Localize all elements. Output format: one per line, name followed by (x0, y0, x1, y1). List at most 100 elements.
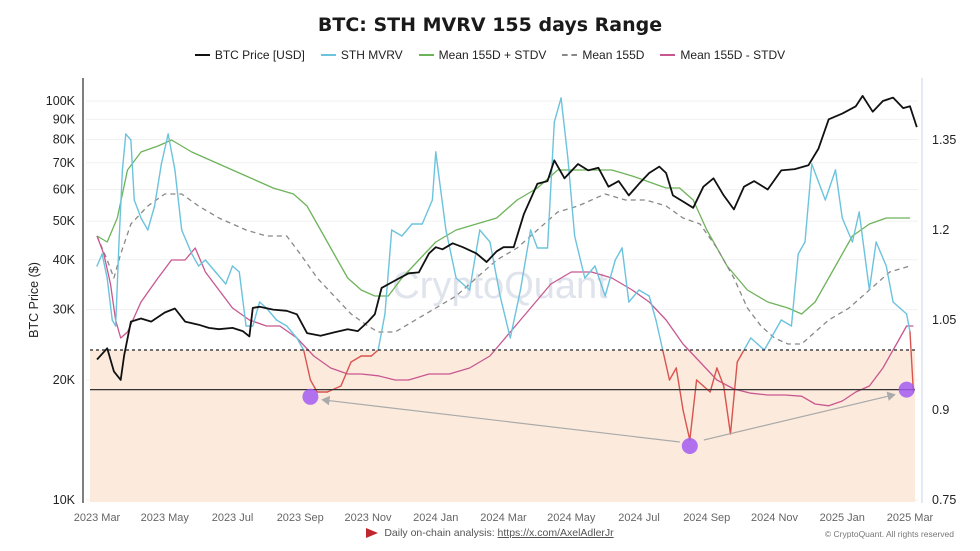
mvrv-segment (770, 319, 782, 339)
mvrv-segment (682, 409, 691, 441)
chart-title: BTC: STH MVRV 155 days Range (317, 14, 663, 36)
mvrv-segment (628, 289, 640, 303)
mvrv-segment (445, 229, 457, 279)
mvrv-segment (763, 337, 772, 351)
mvrv-segment (573, 235, 586, 279)
watermark: CryptoQuant (392, 265, 608, 307)
mvrv-segment (114, 241, 120, 327)
legend-item-upper[interactable]: Mean 155D + STDV (418, 48, 546, 62)
mvrv-segment (638, 289, 650, 297)
x-tick-label: 2023 Nov (344, 512, 392, 524)
mvrv-segment (892, 301, 901, 309)
reference-lines (90, 349, 915, 391)
legend-label: STH MVRV (340, 48, 403, 62)
mvrv-segment (594, 265, 606, 297)
mvrv-segment (546, 121, 556, 249)
mvrv-segment (709, 367, 718, 393)
x-tick-label: 2025 Mar (887, 512, 934, 524)
mvrv-segment (106, 277, 113, 321)
x-tick-label: 2024 May (547, 512, 596, 524)
y-tick-label: 90K (53, 112, 76, 126)
legend-item-lower[interactable]: Mean 155D - STDV (660, 48, 785, 62)
x-tick-label: 2024 Sep (683, 512, 730, 524)
mvrv-segment (265, 307, 278, 321)
mvrv-segment (519, 229, 532, 291)
mvrv-segment (817, 181, 827, 201)
mvrv-segment (191, 253, 200, 267)
y-tick-label: 80K (53, 133, 76, 147)
mvrv-segment (118, 169, 124, 243)
mvrv-segment (468, 229, 481, 291)
mvrv-segment (140, 217, 149, 231)
series-line-lower (96, 235, 914, 407)
legend-item-btc[interactable]: BTC Price [USD] (194, 48, 305, 62)
mvrv-segment (296, 337, 305, 351)
mvrv-segment (197, 259, 207, 267)
legend-swatch (194, 54, 210, 56)
legend-label: Mean 155D - STDV (680, 48, 786, 62)
footer-prefix: Daily on-chain analysis: (384, 527, 498, 539)
legend-item-mean[interactable]: Mean 155D (562, 48, 644, 62)
mvrv-segment (160, 133, 169, 165)
mvrv-segment (489, 241, 501, 297)
arrow (703, 391, 896, 441)
mvrv-segment (756, 343, 766, 351)
mvrv-segment (370, 349, 379, 357)
y2-tick-label: 1.2 (932, 223, 949, 237)
legend-label: BTC Price [USD] (214, 48, 305, 62)
arrows (321, 391, 896, 443)
mvrv-segment (529, 229, 539, 249)
mvrv-segment (214, 271, 227, 285)
arrow (321, 395, 680, 443)
highlight-marker (681, 438, 698, 454)
mvrv-segment (180, 229, 193, 255)
mvrv-segment (604, 259, 616, 297)
mvrv-segment (804, 163, 813, 243)
mvrv-segment (133, 199, 142, 219)
mvrv-segment (567, 157, 576, 237)
x-tick-label: 2025 Jan (820, 512, 865, 524)
mvrv-segment (96, 253, 103, 267)
mvrv-segment (909, 331, 915, 393)
mvrv-segment (302, 349, 312, 381)
legend-swatch (660, 54, 676, 56)
mvrv-segment (252, 301, 261, 327)
y2-tick-label: 1.05 (932, 313, 956, 327)
mvrv-segment (750, 337, 759, 345)
mvrv-segment (722, 385, 732, 435)
mvrv-segment (851, 211, 860, 243)
y2-tick-label: 1.35 (932, 133, 956, 147)
x-tick-label: 2024 Nov (751, 512, 799, 524)
mvrv-segment (435, 151, 447, 231)
legend-swatch (562, 54, 578, 56)
mvrv-segment (350, 355, 362, 363)
mvrv-segment (377, 313, 386, 351)
mvrv-segment (824, 169, 837, 201)
mvrv-segment (560, 97, 569, 159)
mvrv-segment (147, 205, 156, 231)
x-axis-ticks: 2023 Mar 2023 May 2023 Jul 2023 Sep 2023 Nov… (74, 512, 934, 524)
mvrv-segment (729, 361, 738, 435)
legend-swatch (320, 54, 336, 56)
mvrv-segment (125, 133, 132, 141)
x-tick-label: 2024 Mar (480, 512, 527, 524)
y-axis-label: BTC Price ($) (27, 262, 41, 338)
y-tick-label: 70K (53, 156, 76, 170)
mvrv-segment (340, 361, 352, 387)
mvrv-segment (905, 313, 911, 333)
mvrv-segment (662, 349, 671, 381)
mvrv-segment (553, 97, 562, 123)
mvrv-segment (101, 253, 108, 279)
mvrv-segment (479, 229, 491, 243)
series-line-upper (96, 139, 910, 315)
legend: BTC Price [USD] STH MVRV Mean 155D + STDV M… (0, 48, 980, 62)
mvrv-segment (655, 319, 664, 351)
mvrv-segment (499, 295, 511, 339)
series-line-mean (96, 193, 911, 345)
mvrv-segment (743, 337, 752, 351)
legend-item-mvrv[interactable]: STH MVRV (320, 48, 403, 62)
mvrv-segment (509, 289, 522, 339)
footer-link[interactable]: https://x.com/AxelAdlerJr (497, 527, 614, 539)
mvrv-segment (834, 169, 843, 219)
